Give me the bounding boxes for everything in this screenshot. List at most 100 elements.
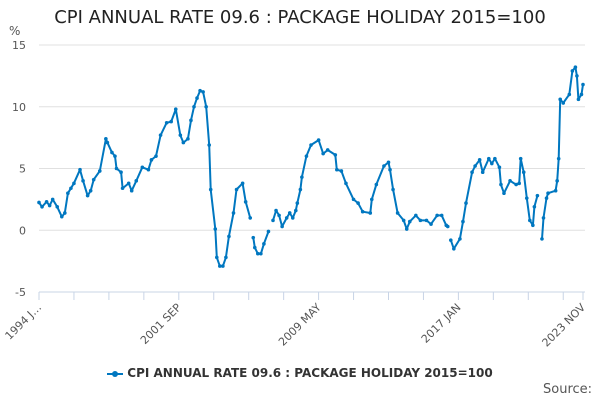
data-point [66, 191, 70, 195]
series-line [252, 231, 270, 255]
data-point [407, 219, 412, 224]
data-point [186, 137, 190, 141]
data-point [561, 101, 566, 105]
data-point [294, 208, 298, 213]
data-point [204, 104, 208, 109]
data-point [335, 167, 339, 172]
series-line [38, 89, 252, 268]
y-tick-label: 10 [12, 101, 26, 114]
data-point [248, 216, 253, 220]
data-point [154, 154, 158, 158]
legend[interactable]: CPI ANNUAL RATE 09.6 : PACKAGE HOLIDAY 2… [0, 366, 600, 380]
data-point [201, 90, 205, 94]
data-point [524, 196, 529, 200]
data-point [521, 170, 526, 175]
y-tick-label: 5 [19, 163, 26, 176]
data-point [271, 218, 275, 223]
data-point [280, 224, 284, 229]
data-point [97, 169, 102, 173]
data-point [576, 97, 581, 102]
data-point [44, 200, 49, 204]
data-point [333, 153, 338, 157]
data-point [581, 82, 585, 87]
data-point [418, 218, 423, 223]
legend-label: CPI ANNUAL RATE 09.6 : PACKAGE HOLIDAY 2… [127, 366, 493, 380]
data-point [40, 204, 44, 209]
data-point [401, 218, 406, 223]
data-point [368, 211, 373, 215]
data-point [240, 181, 245, 186]
data-point [452, 246, 456, 251]
y-tick-label: 15 [12, 39, 26, 52]
data-point [105, 140, 110, 145]
data-point [391, 187, 395, 192]
data-point [208, 187, 213, 192]
data-point [567, 92, 572, 97]
data-point [448, 238, 453, 242]
data-point [464, 201, 468, 205]
data-point [514, 182, 518, 187]
data-point [439, 213, 444, 218]
data-point [266, 229, 271, 234]
data-point [540, 237, 544, 241]
data-point [259, 251, 263, 256]
x-tick-label: 2001 SEP [138, 301, 184, 347]
data-point [424, 218, 429, 223]
y-tick-label: -5 [15, 286, 26, 299]
data-point [414, 213, 418, 218]
data-point [579, 92, 584, 97]
data-point [195, 96, 199, 100]
data-point [508, 179, 512, 183]
data-point [435, 213, 439, 218]
data-point [50, 197, 55, 202]
data-point [37, 200, 41, 205]
source-label: Source: [543, 382, 593, 397]
data-point [356, 201, 360, 205]
data-point [553, 188, 558, 193]
data-point [287, 211, 292, 215]
data-point [480, 170, 485, 175]
data-point [429, 222, 433, 226]
data-point [351, 197, 356, 202]
data-point [221, 264, 225, 268]
data-point [570, 69, 575, 73]
x-tick-label: 2009 MAY [276, 301, 324, 349]
data-point [119, 170, 123, 175]
data-point [81, 179, 85, 183]
data-point [78, 167, 82, 172]
y-axis-unit: % [9, 24, 21, 38]
data-point [178, 133, 183, 137]
data-point [395, 211, 400, 215]
data-point [181, 140, 186, 145]
data-point [252, 245, 257, 250]
data-point [91, 177, 96, 182]
data-point [243, 200, 248, 204]
data-point [386, 160, 391, 165]
data-point [218, 264, 222, 268]
data-point [339, 169, 344, 173]
series-line [272, 139, 449, 230]
data-point [295, 201, 300, 205]
data-point [120, 186, 125, 191]
data-point [224, 255, 228, 260]
data-point [55, 204, 60, 209]
data-point [502, 191, 506, 195]
data-point [126, 181, 131, 186]
data-point [497, 165, 502, 170]
y-tick-label: 0 [19, 224, 26, 237]
chart-title: CPI ANNUAL RATE 09.6 : PACKAGE HOLIDAY 2… [54, 7, 546, 28]
data-point [473, 164, 477, 168]
data-point [541, 216, 546, 220]
data-point [300, 175, 304, 179]
data-point [374, 182, 379, 187]
data-point [573, 65, 578, 70]
data-point [360, 209, 365, 214]
data-point [382, 164, 386, 168]
data-point [149, 158, 154, 162]
data-point [274, 208, 278, 213]
data-point [558, 97, 563, 102]
data-point [234, 187, 239, 192]
data-point [256, 251, 260, 256]
data-point [477, 158, 482, 162]
data-point [69, 186, 73, 191]
